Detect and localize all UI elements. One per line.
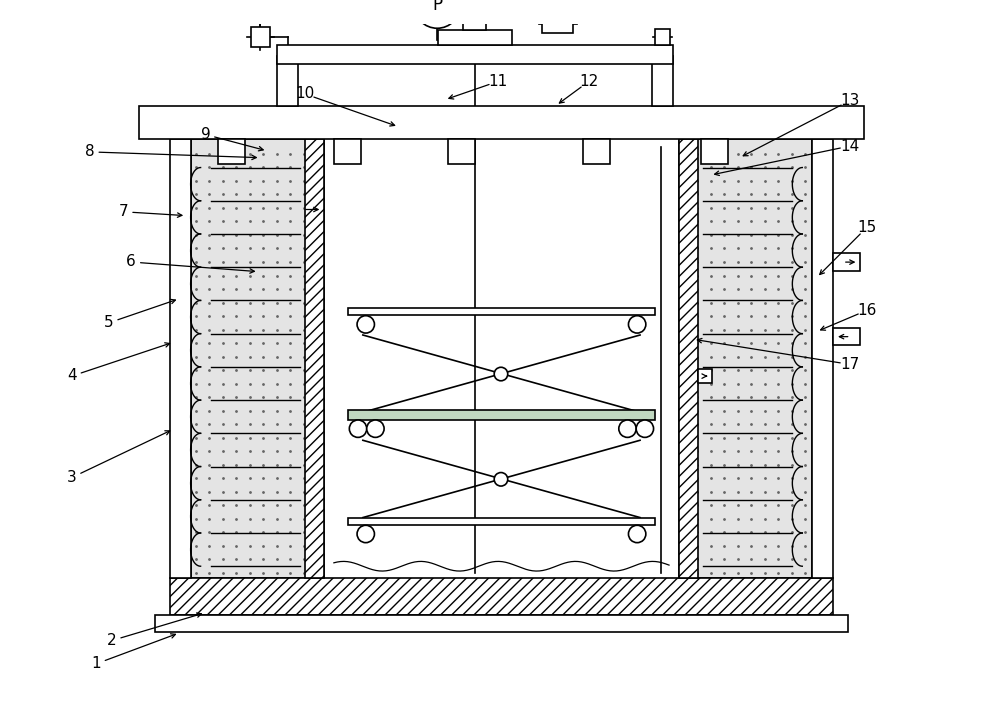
Bar: [348, 308, 655, 315]
Text: 7: 7: [119, 204, 128, 219]
Text: 3: 3: [67, 470, 77, 485]
Text: P: P: [432, 0, 442, 14]
Bar: [679, 139, 698, 578]
Text: 9: 9: [201, 127, 210, 142]
Bar: [348, 411, 655, 420]
Bar: [583, 139, 610, 164]
Text: 14: 14: [840, 139, 859, 154]
Circle shape: [367, 420, 384, 438]
Bar: [170, 578, 833, 615]
Bar: [463, 11, 486, 30]
Circle shape: [494, 367, 508, 381]
Bar: [218, 139, 245, 164]
Text: 1: 1: [91, 656, 101, 671]
Circle shape: [494, 473, 508, 486]
Bar: [833, 328, 860, 346]
Bar: [334, 139, 361, 164]
Bar: [652, 56, 673, 106]
Text: 11: 11: [488, 74, 508, 89]
Bar: [139, 106, 864, 139]
Bar: [191, 139, 324, 578]
Bar: [701, 139, 728, 164]
Text: 17: 17: [840, 357, 859, 372]
Circle shape: [349, 420, 367, 438]
Bar: [438, 30, 512, 45]
Text: 10: 10: [295, 86, 315, 101]
Text: 16: 16: [857, 303, 877, 318]
Bar: [155, 615, 848, 632]
Circle shape: [628, 526, 646, 543]
Bar: [698, 369, 712, 383]
Text: 6: 6: [126, 254, 136, 269]
Bar: [305, 139, 324, 578]
Bar: [251, 27, 270, 46]
Circle shape: [357, 316, 374, 333]
Bar: [348, 518, 655, 526]
Bar: [542, 0, 573, 33]
Bar: [833, 253, 860, 271]
Bar: [170, 139, 191, 578]
Text: 5: 5: [104, 316, 114, 331]
Bar: [655, 29, 670, 45]
Bar: [448, 139, 475, 164]
Bar: [277, 56, 298, 106]
Text: 2: 2: [107, 633, 117, 648]
Circle shape: [628, 316, 646, 333]
Text: 8: 8: [85, 144, 94, 159]
Text: 12: 12: [579, 74, 598, 89]
Text: 13: 13: [840, 94, 859, 109]
Bar: [679, 139, 812, 578]
Bar: [812, 139, 833, 578]
Text: 4: 4: [67, 368, 77, 383]
Bar: [277, 45, 673, 64]
Circle shape: [636, 420, 654, 438]
Circle shape: [357, 526, 374, 543]
Circle shape: [619, 420, 636, 438]
Text: 15: 15: [857, 220, 877, 235]
Circle shape: [414, 0, 460, 29]
